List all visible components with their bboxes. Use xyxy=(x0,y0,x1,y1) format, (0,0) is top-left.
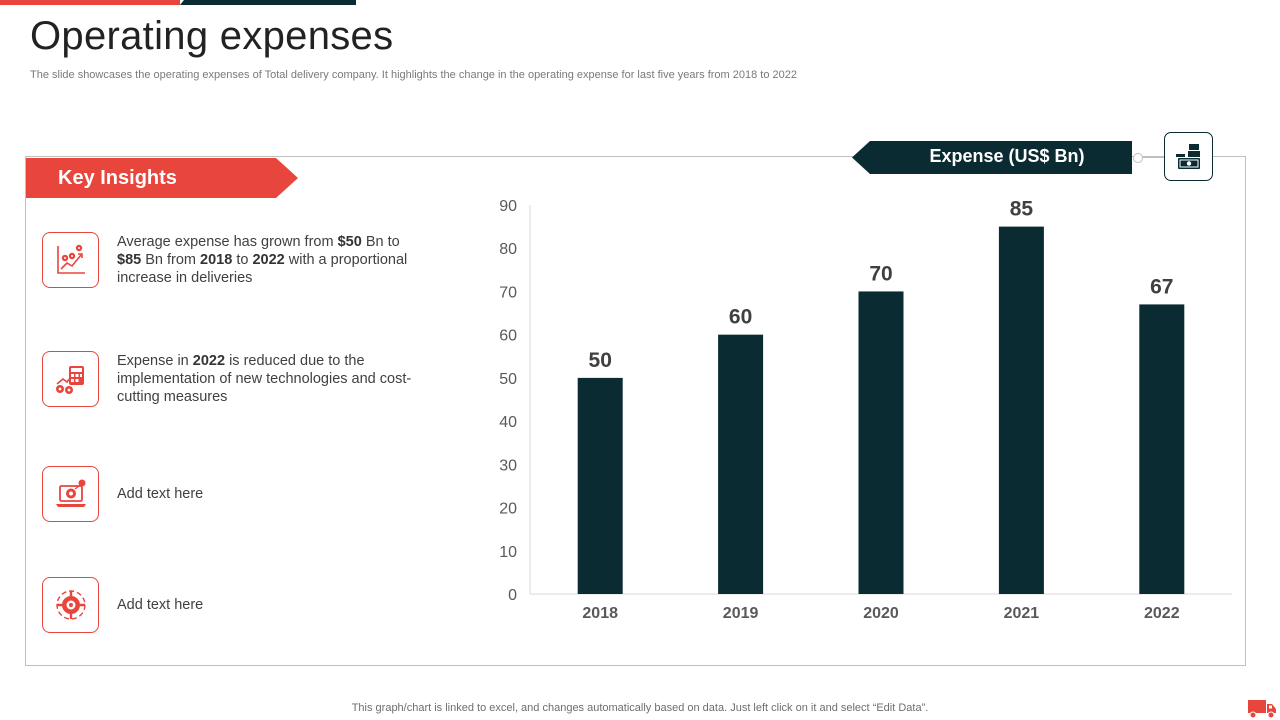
value-label-2022: 67 xyxy=(1150,275,1173,298)
insight-highlight: 2022 xyxy=(252,252,285,268)
y-tick-label: 70 xyxy=(499,284,517,301)
y-tick-label: 90 xyxy=(499,198,517,215)
insight-text-run: Bn to xyxy=(361,234,400,250)
laptop-analytics-icon xyxy=(42,466,99,522)
insight-highlight: 2018 xyxy=(200,252,233,268)
insight-item-3: Add text here xyxy=(42,466,442,522)
insight-text-run: to xyxy=(232,252,253,268)
chart-legend-label: Expense (US$ Bn) xyxy=(929,146,1085,166)
insight-text-run: Bn from xyxy=(141,252,201,268)
chart-legend-banner: Expense (US$ Bn) xyxy=(852,141,1132,174)
money-icon xyxy=(1164,132,1213,181)
bar-2021 xyxy=(998,226,1044,594)
insight-text-run: with a proportional increase in deliveri… xyxy=(117,252,408,286)
y-tick-label: 40 xyxy=(499,414,517,431)
insight-item-2: Expense in 2022 is reduced due to the im… xyxy=(42,351,442,407)
insight-text-run: Expense in xyxy=(117,353,193,369)
insight-item-1: Average expense has grown from $50 Bn to… xyxy=(42,232,442,288)
x-tick-label-2022: 2022 xyxy=(1144,605,1180,622)
growth-chart-icon xyxy=(42,232,99,288)
key-insights-banner: Key Insights xyxy=(26,158,298,198)
x-tick-label-2019: 2019 xyxy=(723,605,759,622)
insight-text-1: Average expense has grown from $50 Bn to… xyxy=(117,233,427,287)
top-accent-dark xyxy=(180,0,356,5)
y-tick-label: 50 xyxy=(499,371,517,388)
insight-highlight: $85 xyxy=(117,252,142,268)
insight-text-4: Add text here xyxy=(117,596,427,614)
insight-text-run: is reduced due to the implementation of … xyxy=(117,353,412,405)
content-frame xyxy=(25,156,1246,666)
legend-connector-line xyxy=(1143,157,1165,158)
insight-text-2: Expense in 2022 is reduced due to the im… xyxy=(117,352,427,406)
value-label-2019: 60 xyxy=(729,306,752,329)
insight-highlight: $50 xyxy=(337,234,362,250)
bar-2018 xyxy=(577,377,623,594)
truck-icon xyxy=(1247,698,1277,720)
y-tick-label: 30 xyxy=(499,457,517,474)
x-tick-label-2018: 2018 xyxy=(582,605,618,622)
key-insights-heading: Key Insights xyxy=(58,167,177,189)
page-title: Operating expenses xyxy=(30,14,394,58)
x-tick-label-2020: 2020 xyxy=(863,605,899,622)
top-accent-red xyxy=(0,0,180,5)
bar-2022 xyxy=(1139,304,1185,594)
gear-dollar-icon xyxy=(42,577,99,633)
y-tick-label: 80 xyxy=(499,241,517,258)
insight-text-run: Add text here xyxy=(117,486,204,502)
value-label-2021: 85 xyxy=(1010,198,1034,221)
y-tick-label: 10 xyxy=(499,544,517,561)
x-tick-label-2021: 2021 xyxy=(1004,605,1040,622)
y-tick-label: 0 xyxy=(508,587,517,604)
footer-note: This graph/chart is linked to excel, and… xyxy=(351,702,929,714)
insight-highlight: 2022 xyxy=(192,353,226,369)
page-subtitle: The slide showcases the operating expens… xyxy=(30,69,797,81)
y-tick-label: 60 xyxy=(499,328,517,345)
bar-2019 xyxy=(718,334,764,594)
insight-item-4: Add text here xyxy=(42,577,442,633)
value-label-2020: 70 xyxy=(869,262,892,285)
y-tick-label: 20 xyxy=(499,501,517,518)
cost-calculator-icon xyxy=(42,351,99,407)
legend-connector-dot xyxy=(1133,153,1143,163)
value-label-2018: 50 xyxy=(589,349,612,372)
bar-2020 xyxy=(858,291,904,594)
insight-text-3: Add text here xyxy=(117,485,427,503)
insight-text-run: Average expense has grown from xyxy=(117,234,338,250)
insight-text-run: Add text here xyxy=(117,597,204,613)
expense-bar-chart: 0 10 20 30 40 50 60 70 80 90 50 2018 60 2019 70 2020 85… xyxy=(499,198,1232,622)
